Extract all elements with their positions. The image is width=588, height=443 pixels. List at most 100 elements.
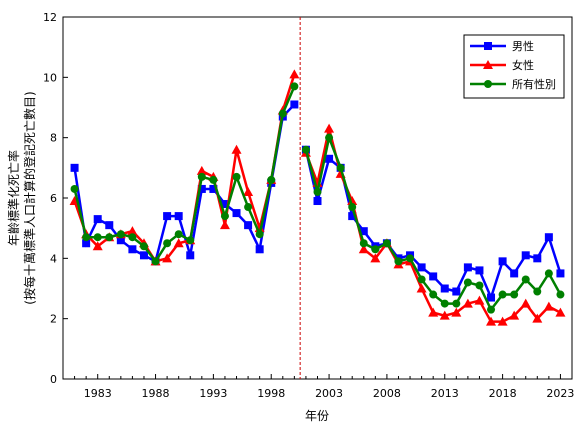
x-tick-label: 2023 xyxy=(546,387,574,400)
data-point xyxy=(429,290,438,299)
y-axis-title-line1: 年齡標準化死亡率 xyxy=(6,150,21,246)
data-point xyxy=(359,239,368,248)
data-point xyxy=(290,100,299,109)
y-tick-label: 2 xyxy=(50,313,57,326)
x-axis-title: 年份 xyxy=(305,409,329,423)
data-point xyxy=(163,239,172,248)
data-point xyxy=(197,184,206,193)
data-point xyxy=(498,257,507,266)
data-point xyxy=(196,165,207,175)
data-point xyxy=(105,221,114,230)
y-tick-label: 6 xyxy=(50,192,57,205)
data-point xyxy=(186,236,195,245)
data-point xyxy=(324,123,335,133)
y-tick-label: 10 xyxy=(43,71,57,84)
x-axis: 1983 1988 1993 1998 2003 2008 2013 2018 2023 xyxy=(74,374,574,400)
data-point xyxy=(451,307,462,317)
data-point xyxy=(417,263,426,272)
x-tick-label: 1998 xyxy=(257,387,285,400)
data-point xyxy=(219,220,230,230)
x-tick-label: 1983 xyxy=(84,387,112,400)
data-point xyxy=(174,212,183,221)
data-point xyxy=(486,316,497,326)
y-tick-label: 4 xyxy=(50,252,57,265)
data-point xyxy=(128,245,137,254)
data-point xyxy=(139,242,148,251)
data-point xyxy=(220,200,229,209)
data-point xyxy=(173,238,184,248)
data-point xyxy=(533,287,542,296)
data-point xyxy=(463,263,472,272)
data-point xyxy=(163,212,172,221)
data-point xyxy=(439,310,450,320)
data-point xyxy=(543,301,554,311)
data-point xyxy=(416,283,427,293)
data-point xyxy=(82,233,91,242)
legend-marker xyxy=(483,60,493,69)
data-point xyxy=(555,307,566,317)
x-tick-label: 1988 xyxy=(142,387,170,400)
y-axis: 0 2 4 6 8 10 12 xyxy=(43,11,68,386)
data-point xyxy=(255,245,264,254)
y-tick-label: 0 xyxy=(50,373,57,386)
data-point xyxy=(452,299,461,308)
data-point xyxy=(394,257,403,266)
data-point xyxy=(82,239,91,248)
data-point xyxy=(462,298,473,308)
data-point xyxy=(487,305,496,314)
data-point xyxy=(532,313,543,323)
data-point xyxy=(382,239,391,248)
data-point xyxy=(255,230,264,239)
x-tick-label: 1993 xyxy=(199,387,227,400)
data-point xyxy=(440,299,449,308)
data-point xyxy=(151,257,160,266)
data-point xyxy=(70,184,79,193)
data-point xyxy=(232,172,241,181)
data-point xyxy=(244,221,253,230)
x-tick-label: 2018 xyxy=(489,387,517,400)
data-point xyxy=(105,233,114,242)
data-point xyxy=(127,226,138,236)
y-tick-label: 8 xyxy=(50,132,57,145)
data-point xyxy=(325,133,334,142)
data-point xyxy=(301,145,310,154)
data-point xyxy=(556,290,565,299)
data-point xyxy=(497,316,508,326)
data-point xyxy=(358,244,369,254)
y-tick-label: 12 xyxy=(43,11,57,24)
data-point xyxy=(370,253,381,263)
data-point xyxy=(278,109,287,118)
data-point xyxy=(243,186,254,196)
data-point xyxy=(93,233,102,242)
data-point xyxy=(428,307,439,317)
legend-marker xyxy=(484,80,492,88)
data-point xyxy=(510,290,519,299)
data-point xyxy=(139,251,148,260)
data-point xyxy=(544,233,553,242)
x-tick-label: 2013 xyxy=(431,387,459,400)
data-point xyxy=(174,230,183,239)
data-point xyxy=(510,269,519,278)
data-point xyxy=(209,175,218,184)
data-point xyxy=(128,233,137,242)
x-tick-label: 2008 xyxy=(373,387,401,400)
data-point xyxy=(116,230,125,239)
legend-label: 女性 xyxy=(512,58,534,72)
data-point xyxy=(475,266,484,275)
data-point xyxy=(336,163,345,172)
data-point xyxy=(498,290,507,299)
data-point xyxy=(290,82,299,91)
data-point xyxy=(70,163,79,172)
data-point xyxy=(162,253,173,263)
data-point xyxy=(92,241,103,251)
legend-label: 男性 xyxy=(512,39,534,53)
legend-label: 所有性別 xyxy=(512,77,556,91)
data-point xyxy=(209,184,218,193)
data-point xyxy=(289,69,300,79)
data-point xyxy=(521,275,530,284)
data-point xyxy=(93,215,102,224)
data-point xyxy=(313,187,322,196)
